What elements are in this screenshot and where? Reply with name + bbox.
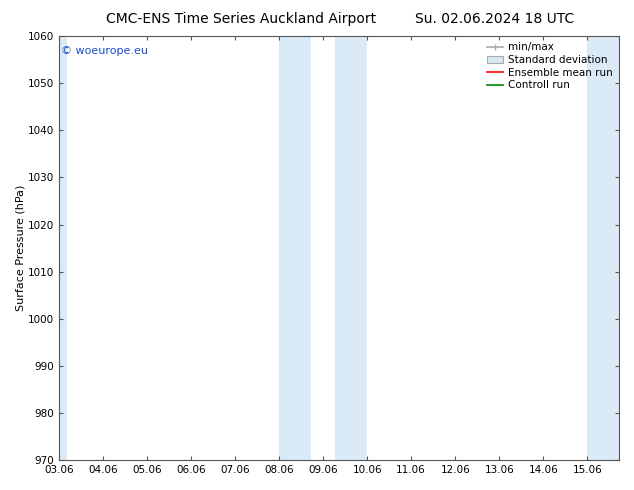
Bar — [335, 36, 367, 460]
Y-axis label: Surface Pressure (hPa): Surface Pressure (hPa) — [15, 185, 25, 311]
Bar — [279, 36, 311, 460]
Text: Su. 02.06.2024 18 UTC: Su. 02.06.2024 18 UTC — [415, 12, 574, 26]
Text: CMC-ENS Time Series Auckland Airport: CMC-ENS Time Series Auckland Airport — [106, 12, 376, 26]
Bar — [587, 36, 619, 460]
Legend: min/max, Standard deviation, Ensemble mean run, Controll run: min/max, Standard deviation, Ensemble me… — [484, 39, 616, 93]
Text: © woeurope.eu: © woeurope.eu — [61, 46, 148, 55]
Bar — [59, 36, 67, 460]
